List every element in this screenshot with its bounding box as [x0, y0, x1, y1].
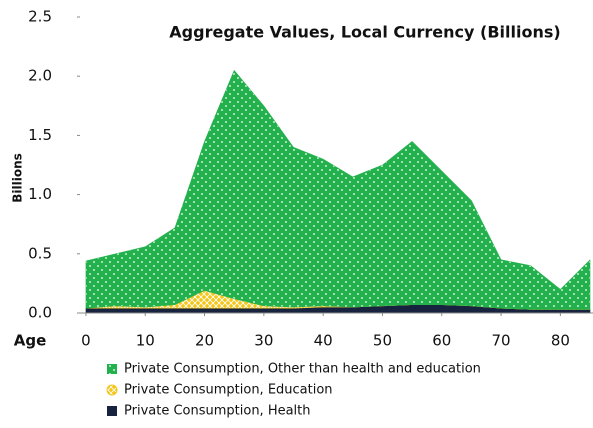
legend-label: Private Consumption, Education: [124, 383, 333, 398]
x-tick-label: 0: [81, 332, 91, 350]
chart-title: Aggregate Values, Local Currency (Billio…: [169, 23, 560, 42]
x-tick-label: 20: [195, 332, 214, 350]
y-tick-label: 1.5: [28, 126, 52, 144]
area: [85, 69, 591, 310]
y-tick-label: 2.0: [28, 67, 52, 85]
legend-marker: [106, 384, 118, 396]
y-tick-label: 1.0: [28, 185, 52, 203]
legend-marker: [107, 364, 117, 374]
y-axis-label: Billions: [11, 153, 25, 203]
y-tick-label: 0.0: [28, 304, 52, 322]
x-tick-label: 50: [373, 332, 392, 350]
x-tick-label: 70: [492, 332, 511, 350]
legend-label: Private Consumption, Health: [124, 404, 311, 419]
legend-label: Private Consumption, Other than health a…: [124, 362, 481, 377]
x-tick-label: 40: [314, 332, 333, 350]
y-tick-label: 0.5: [28, 244, 52, 262]
x-tick-label: 80: [551, 332, 570, 350]
x-axis-label: Age: [14, 332, 47, 350]
x-tick-label: 10: [136, 332, 155, 350]
y-tick-label: 2.5: [28, 8, 52, 26]
x-tick-label: 30: [254, 332, 273, 350]
legend-marker: [107, 406, 117, 416]
x-tick-label: 60: [432, 332, 451, 350]
